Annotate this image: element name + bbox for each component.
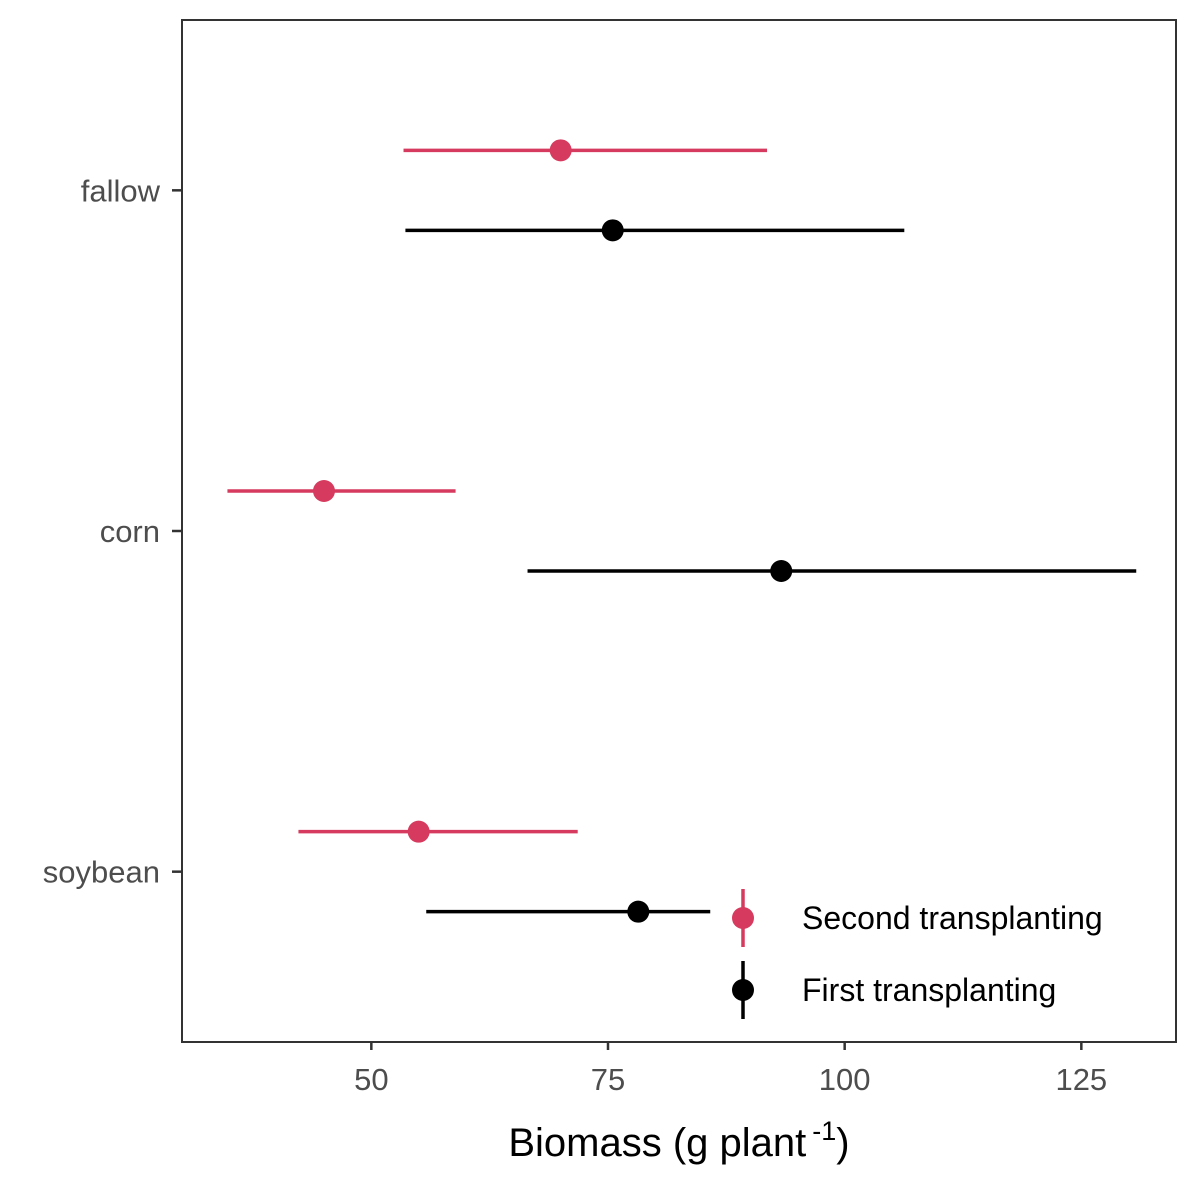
x-axis: 50 75 100 125 <box>354 1042 1107 1097</box>
x-tick-label: 125 <box>1055 1062 1107 1097</box>
y-tick-label-fallow: fallow <box>81 173 161 208</box>
y-tick-label-corn: corn <box>100 514 160 549</box>
plot-panel <box>181 19 1177 1043</box>
point-fallow <box>549 139 572 162</box>
y-axis: fallow corn soybean <box>43 173 182 890</box>
legend: Second transplanting First transplanting <box>732 889 1103 1019</box>
legend-key-point <box>732 907 754 929</box>
data-marks <box>227 139 1137 923</box>
y-tick-label-soybean: soybean <box>43 855 160 890</box>
point-soybean <box>627 900 650 923</box>
legend-label: Second transplanting <box>802 900 1103 936</box>
x-tick-label: 75 <box>591 1062 625 1097</box>
x-axis-title-main: Biomass (g plant <box>508 1121 806 1165</box>
x-axis-title: Biomass (g plant -1) <box>508 1116 849 1165</box>
x-tick-label: 100 <box>819 1062 871 1097</box>
point-soybean <box>407 820 430 843</box>
x-axis-title-superscript: -1 <box>812 1116 836 1146</box>
legend-label: First transplanting <box>802 972 1056 1008</box>
point-corn <box>770 560 793 582</box>
point-fallow <box>601 219 624 242</box>
legend-key-point <box>732 979 754 1001</box>
point-corn <box>313 480 335 502</box>
x-tick-label: 50 <box>354 1062 388 1097</box>
x-axis-title-close: ) <box>836 1121 849 1165</box>
